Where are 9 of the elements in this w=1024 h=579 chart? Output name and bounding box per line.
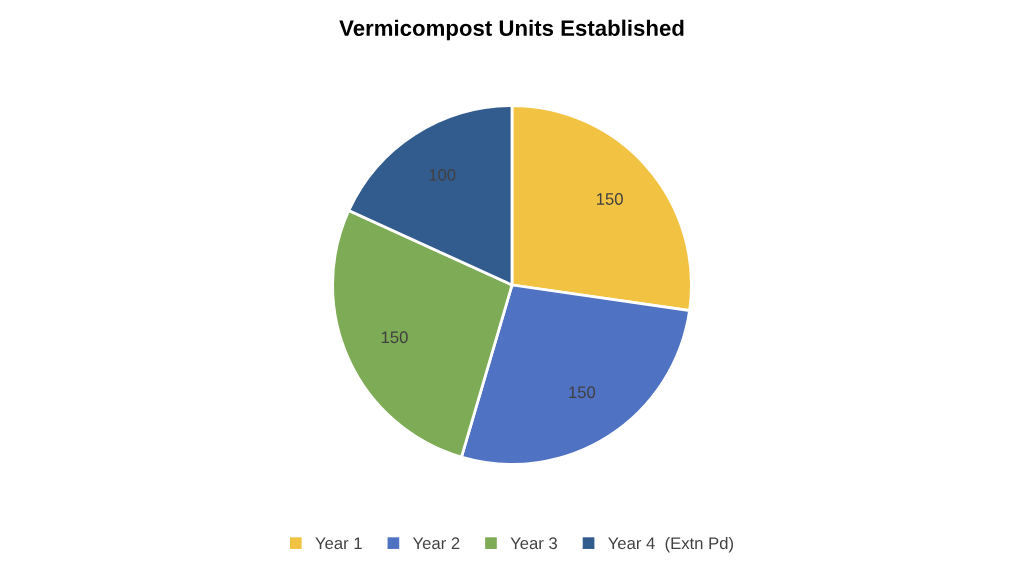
legend-label: Year 3 [510,537,557,550]
legend-label: Year 1 [315,537,362,550]
data-label: 100 [429,169,456,181]
data-label: 150 [381,331,408,344]
data-label: 150 [596,193,623,205]
legend-label: Year 2 [412,537,460,550]
legend-label: Year 4 (Extn Pd) [608,536,733,553]
chart-title: Vermicompost Units Established [339,19,684,41]
data-label: 150 [569,386,596,399]
